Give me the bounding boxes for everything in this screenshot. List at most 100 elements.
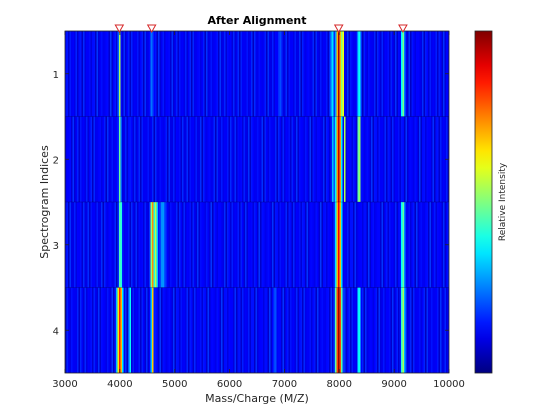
heatmap-cell: [252, 31, 255, 117]
heatmap-cell: [102, 31, 105, 117]
heatmap-cell: [137, 202, 139, 288]
heatmap-cell: [147, 116, 150, 203]
heatmap-cell: [267, 31, 270, 117]
heatmap-cell: [315, 202, 318, 288]
heatmap-cell: [374, 31, 376, 117]
heatmap-cell: [231, 287, 234, 373]
heatmap-cell: [254, 31, 256, 117]
heatmap-cell: [416, 287, 418, 373]
heatmap-cell: [305, 202, 307, 288]
heatmap-cell: [353, 202, 355, 288]
heatmap-cell: [230, 287, 232, 373]
heatmap-cell: [177, 202, 180, 288]
heatmap-cell: [203, 287, 205, 373]
heatmap-cell: [407, 287, 409, 373]
heatmap-cell: [171, 202, 174, 288]
heatmap-cell: [105, 202, 108, 288]
heatmap-cell: [293, 116, 295, 203]
heatmap-cell: [219, 116, 222, 203]
heatmap-cell: [429, 287, 432, 373]
heatmap-cell: [263, 116, 265, 203]
heatmap-cell: [348, 202, 351, 288]
heatmap-cell: [140, 287, 142, 373]
heatmap-cell: [237, 287, 240, 373]
heatmap-cell: [143, 31, 145, 117]
heatmap-cell: [92, 31, 94, 117]
heatmap-cell: [113, 116, 115, 203]
heatmap-cell: [336, 116, 339, 203]
heatmap-cell: [176, 202, 178, 288]
heatmap-cell: [194, 116, 196, 203]
heatmap-cell: [107, 116, 109, 203]
heatmap-cell: [321, 116, 324, 203]
heatmap-cell: [399, 31, 402, 117]
heatmap-cell: [95, 202, 97, 288]
heatmap-cell: [221, 116, 223, 203]
heatmap-cell: [209, 116, 211, 203]
heatmap-cell: [170, 116, 172, 203]
heatmap-cell: [281, 287, 283, 373]
heatmap-cell: [381, 116, 384, 203]
heatmap-cell: [426, 31, 429, 117]
heatmap-cell: [201, 202, 204, 288]
heatmap-cell: [177, 287, 180, 373]
heatmap-row-3: [65, 202, 449, 288]
heatmap-cell: [90, 116, 93, 203]
heatmap-cell: [188, 31, 190, 117]
heatmap-cell: [84, 202, 87, 288]
heatmap-cell: [249, 202, 252, 288]
heatmap-cell: [279, 287, 282, 373]
heatmap-cell: [168, 116, 171, 203]
heatmap-cell: [273, 31, 276, 117]
heatmap-cell: [89, 202, 91, 288]
heatmap-cell: [380, 287, 382, 373]
heatmap-cell: [69, 202, 72, 288]
heatmap-cell: [126, 31, 129, 117]
heatmap-cell: [153, 31, 156, 117]
heatmap-cell: [203, 116, 205, 203]
heatmap-cell: [443, 116, 445, 203]
heatmap-cell: [260, 116, 262, 203]
heatmap-cell: [170, 202, 172, 288]
heatmap-cell: [189, 31, 192, 117]
x-tick-label: 7000: [272, 379, 297, 390]
heatmap-cell: [225, 287, 228, 373]
heatmap-cell: [122, 287, 124, 373]
heatmap-cell: [216, 31, 219, 117]
heatmap-cell: [99, 287, 102, 373]
heatmap-cell: [84, 31, 87, 117]
heatmap-cell: [428, 31, 430, 117]
heatmap-cell: [339, 287, 342, 373]
heatmap-cell: [194, 287, 196, 373]
heatmap-cell: [345, 202, 348, 288]
heatmap-cell: [339, 202, 342, 288]
y-tick-label: 2: [53, 155, 59, 166]
heatmap-cell: [99, 31, 102, 117]
heatmap-cell: [387, 31, 390, 117]
heatmap-cell: [396, 116, 399, 203]
heatmap-cell: [387, 202, 390, 288]
heatmap-cell: [173, 31, 175, 117]
heatmap-cell: [399, 287, 402, 373]
heatmap-cell: [366, 287, 369, 373]
heatmap-cell: [258, 31, 261, 117]
heatmap-cell: [311, 202, 313, 288]
heatmap-cell: [249, 31, 252, 117]
heatmap-cell: [222, 287, 225, 373]
heatmap-cell: [264, 116, 267, 203]
heatmap-cell: [269, 287, 271, 373]
heatmap-cell: [435, 116, 438, 203]
heatmap-cell: [411, 202, 414, 288]
y-tick-label: 4: [53, 326, 59, 337]
heatmap-cell: [243, 31, 246, 117]
heatmap-cell: [374, 116, 376, 203]
heatmap-cell: [72, 116, 75, 203]
heatmap-cell: [323, 31, 325, 117]
heatmap-cell: [282, 287, 285, 373]
y-axis-label: Spectrogram Indices: [38, 145, 51, 259]
heatmap-cell: [291, 116, 294, 203]
heatmap-cell: [398, 287, 400, 373]
heatmap-cell: [189, 287, 192, 373]
heatmap-cell: [383, 202, 385, 288]
